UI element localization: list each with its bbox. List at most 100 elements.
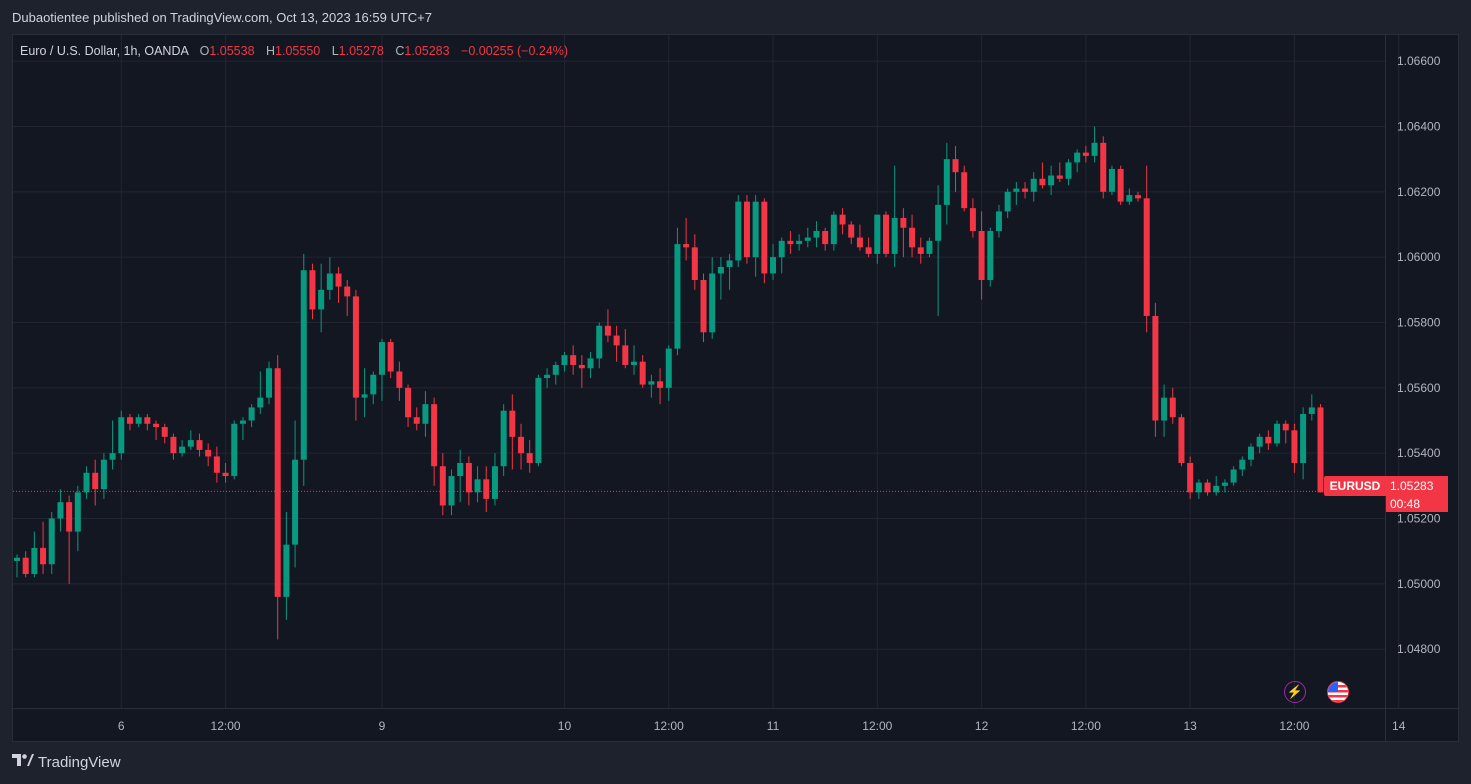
candle (639, 355, 646, 388)
candle (883, 211, 889, 258)
candle (657, 368, 664, 405)
y-tick-label: 1.05200 (1397, 512, 1441, 526)
candle (552, 361, 559, 385)
candle (370, 371, 377, 405)
low-label: L (331, 44, 339, 58)
candle (1143, 165, 1150, 333)
candle (874, 214, 881, 264)
candle (1204, 479, 1211, 496)
candle (1108, 165, 1115, 196)
candle (787, 231, 794, 254)
candle (66, 495, 73, 584)
candle (630, 345, 637, 375)
candle (1074, 149, 1081, 173)
y-tick-label: 1.05800 (1397, 315, 1441, 329)
candle (1221, 479, 1228, 493)
candle (187, 430, 194, 450)
candle (561, 351, 568, 372)
candle (292, 420, 299, 568)
candle (257, 371, 264, 414)
y-tick-label: 1.05400 (1397, 446, 1441, 460)
candle (1265, 430, 1272, 450)
lightning-icon[interactable]: ⚡ (1284, 681, 1306, 703)
symbol-legend: Euro / U.S. Dollar, 1h, OANDA O1.05538 H… (20, 44, 568, 58)
candle (1317, 404, 1324, 493)
candle (14, 554, 20, 578)
candle (396, 361, 403, 401)
candle (422, 391, 429, 437)
candle (822, 227, 829, 251)
candle (1100, 136, 1107, 199)
candle (518, 423, 525, 470)
candle (735, 195, 742, 267)
candle (1308, 394, 1315, 421)
candle (413, 407, 420, 431)
candle (118, 410, 125, 460)
us-flag-icon[interactable] (1327, 681, 1349, 703)
x-tick-label: 12:00 (1071, 719, 1101, 733)
candle (1152, 302, 1159, 437)
candle (952, 146, 959, 192)
candle (926, 237, 933, 258)
candle (709, 257, 716, 339)
price-tag-price: 1.05283 (1386, 476, 1448, 496)
candles-layer (14, 126, 1324, 640)
candle (613, 325, 620, 362)
candle (1039, 162, 1046, 189)
candle (917, 237, 924, 264)
footer-brand[interactable]: TradingView (12, 753, 121, 771)
candle (752, 195, 759, 277)
candle (813, 221, 820, 248)
close-label: C (395, 44, 405, 58)
candle (1256, 433, 1263, 454)
candle (135, 413, 142, 428)
candle (161, 423, 168, 444)
y-tick-label: 1.06200 (1397, 185, 1441, 199)
candle (222, 462, 229, 483)
candle (770, 244, 777, 281)
time-axis: 6 12:00 9 10 12:00 11 12:00 12 12:00 13 12:00 14 (13, 708, 1458, 733)
candle (153, 420, 160, 441)
y-tick-label: 1.05000 (1397, 577, 1441, 591)
candle (387, 338, 394, 379)
candle (48, 511, 55, 575)
candle (761, 198, 768, 284)
candle (144, 413, 151, 431)
candle (1065, 159, 1072, 186)
y-tick-label: 1.05600 (1397, 381, 1441, 395)
candle (1247, 443, 1254, 467)
candle (126, 413, 133, 431)
candle (1022, 182, 1029, 199)
candle (283, 511, 290, 620)
candle (570, 345, 577, 375)
high-label: H (266, 44, 276, 58)
candle (587, 351, 594, 379)
chart-grid (13, 35, 1400, 708)
candle (109, 420, 116, 470)
price-tag: EURUSD 1.05283 00:48 (1324, 476, 1448, 512)
x-tick-label: 9 (379, 719, 386, 733)
candle (604, 309, 611, 343)
open-value: 1.05538 (209, 44, 255, 58)
candle (1169, 387, 1176, 424)
candle (743, 195, 750, 264)
x-tick-label: 12 (975, 719, 989, 733)
candle (439, 453, 446, 516)
candle (909, 214, 916, 258)
y-tick-label: 1.06400 (1397, 119, 1441, 133)
candle (1274, 420, 1281, 447)
candle (691, 234, 698, 290)
candle (231, 420, 238, 480)
y-tick-label: 1.04800 (1397, 642, 1441, 656)
candle (213, 446, 220, 483)
candle (978, 211, 985, 300)
candle (935, 185, 942, 316)
candle (465, 456, 472, 506)
candle (205, 443, 212, 467)
candle (500, 404, 507, 477)
candle (248, 404, 255, 428)
candle (457, 449, 464, 503)
candle (239, 417, 246, 441)
x-tick-label: 12:00 (654, 719, 684, 733)
